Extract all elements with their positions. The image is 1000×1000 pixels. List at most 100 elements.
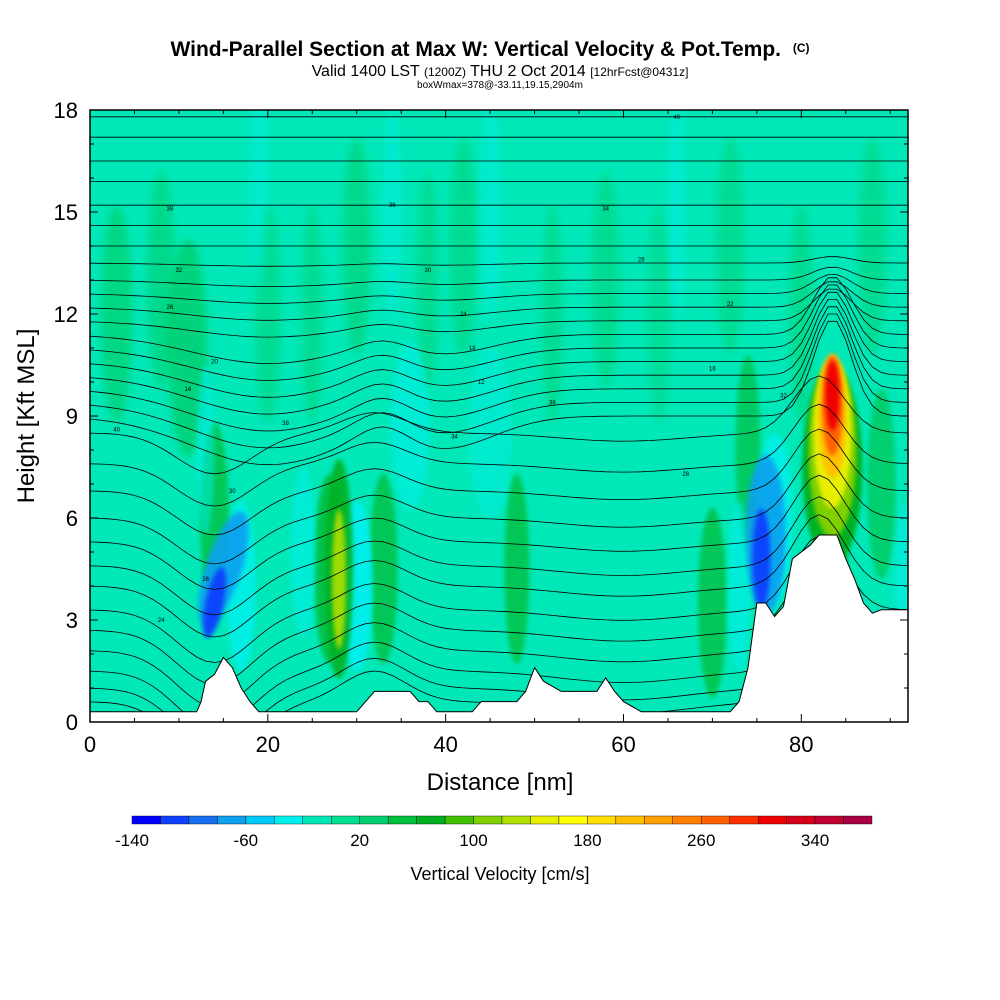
colorbar-swatch [501,815,531,825]
isentrope-line [90,281,908,321]
colorbar-swatch [558,815,588,825]
isentrope-label: 14 [184,387,191,393]
isentrope-line [90,313,908,449]
x-tick-label: 0 [84,732,96,757]
plot-area: 40 38 36 34 32 30 28 26 24 22 20 18 16 14 12 40 38 36 34 32… [90,110,908,722]
colorbar-swatch [160,815,190,825]
colorbar-swatch [331,815,360,825]
colorbar-swatch [245,815,275,825]
y-tick-label: 18 [54,98,78,123]
downdraft-streak [290,467,316,637]
y-axis-label: Height [Kft MSL] [13,329,40,504]
isentrope-line [90,306,908,432]
y-tick-label: 15 [54,200,78,225]
colorbar-swatch [814,815,844,825]
field-streak [168,239,208,457]
updraft-core-1 [825,360,840,431]
x-axis-label: Distance [nm] [427,769,574,796]
isentrope-label: 34 [451,434,458,440]
isentrope-line [90,266,908,287]
isentrope-label: 36 [549,400,556,406]
updraft-streak [698,507,727,699]
colorbar-swatch [615,815,645,825]
colorbar-swatch [416,815,446,825]
chart-subtitle-box: boxWmax=378@-33.11,19.15,2904m [417,80,583,91]
isentrope-labels: 40 38 36 34 32 30 28 26 24 22 20 18 16 14 12 40 38 36 34 32… [113,115,787,624]
colorbar-label: Vertical Velocity [cm/s] [410,864,589,884]
isentrope-label: 30 [425,268,432,274]
isentrope-label: 12 [478,380,485,386]
isentrope-label: 36 [389,203,396,209]
colorbar-tick-label: 260 [687,831,715,850]
isentrope-line [90,299,908,415]
colorbar-swatch [302,815,332,825]
chart-title: Wind-Parallel Section at Max W: Vertical… [170,38,809,61]
isentrope-label: 20 [211,360,218,366]
colorbar-swatch [444,815,474,825]
x-tick-label: 80 [789,732,813,757]
colorbar-swatch [274,815,303,825]
x-tick-label: 20 [256,732,280,757]
colorbar [131,815,873,825]
colorbar-ticks: -140 -60 20 100 180 260 340 [115,831,829,850]
colorbar-swatch [729,815,759,825]
isentrope-label: 32 [176,268,183,274]
updraft-core-2 [331,509,346,650]
colorbar-swatch [587,815,617,825]
colorbar-swatch [701,815,730,825]
isentrope-line [90,474,908,590]
updraft-streak [369,473,398,665]
colorbar-swatch [217,815,247,825]
colorbar-swatch [359,815,389,825]
isentrope-label: 32 [780,394,787,400]
isentrope-line [90,496,908,616]
isentrope-label: 26 [167,305,174,311]
field-streak [301,205,323,423]
x-tick-label: 40 [433,732,457,757]
isentrope-label: 16 [709,366,716,372]
isentrope-label: 40 [673,115,680,121]
isentrope-line [90,284,908,381]
colorbar-tick-label: 20 [350,831,369,850]
colorbar-swatch [530,815,560,825]
copyright-mark: (C) [793,41,810,55]
isentrope-line [90,256,908,267]
colorbar-tick-label: 340 [801,831,829,850]
colorbar-tick-label: -60 [234,831,259,850]
y-tick-label: 12 [54,302,78,327]
isentrope-label: 18 [469,346,476,352]
downdraft-core-1 [202,567,227,639]
colorbar-swatch [757,815,787,825]
colorbar-tick-label: 180 [573,831,601,850]
isentrope-line [90,428,908,536]
field-streak [788,205,814,423]
colorbar-tick-label: -140 [115,831,149,850]
y-tick-label: 3 [66,608,78,633]
colorbar-swatch [672,815,702,825]
field-streak [383,110,402,321]
isentrope-label: 30 [229,489,236,495]
y-tick-label: 9 [66,404,78,429]
x-tick-label: 60 [611,732,635,757]
isentrope-line [90,375,908,475]
isentrope-label: 28 [682,472,689,478]
isentrope-label: 38 [167,207,174,213]
isentrope-line [90,403,908,507]
isentrope-label: 38 [282,421,289,427]
isentrope-label: 26 [202,577,209,583]
downdraft-streak [196,365,215,535]
downdraft-core-2 [752,508,771,609]
colorbar-swatch [786,815,816,825]
colorbar-swatch [387,815,417,825]
colorbar-swatch [473,815,503,825]
y-tick-label: 6 [66,506,78,531]
field-streak [100,205,133,423]
colorbar-swatch [644,815,673,825]
downdraft-streak [468,348,512,518]
isentrope-label: 22 [727,302,734,308]
colorbar-swatch [188,815,218,825]
isentrope-label: 24 [158,618,165,624]
terrain [90,534,908,722]
isentrope-label: 28 [638,258,645,264]
